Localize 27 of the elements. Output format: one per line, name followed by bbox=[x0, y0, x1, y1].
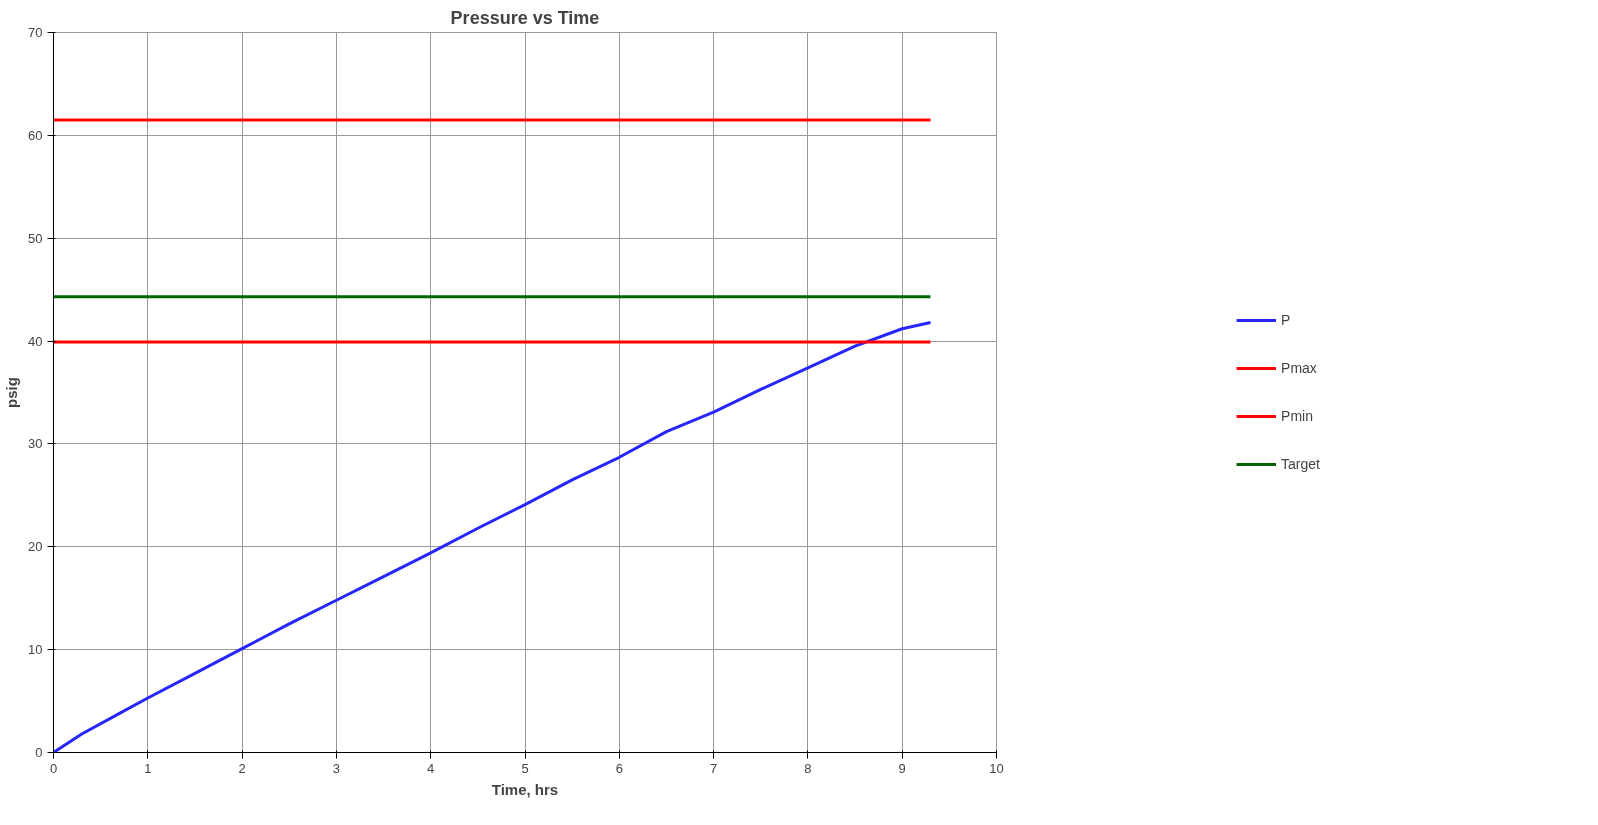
x-tick-label: 2 bbox=[238, 760, 246, 776]
x-tick-label: 6 bbox=[615, 760, 623, 776]
y-tick-label: 70 bbox=[28, 25, 43, 40]
y-tick-label: 30 bbox=[28, 436, 43, 452]
x-tick-label: 8 bbox=[804, 760, 812, 776]
x-tick-label: 7 bbox=[709, 760, 718, 776]
x-tick-label: 1 bbox=[144, 760, 152, 776]
legend-label: Pmax bbox=[1281, 360, 1317, 376]
x-tick-label: 3 bbox=[332, 760, 341, 776]
x-tick-label: 0 bbox=[49, 760, 58, 776]
legend-label: P bbox=[1281, 312, 1292, 328]
x-tick-label: 10 bbox=[989, 760, 1004, 776]
y-axis-title: psig bbox=[3, 377, 21, 408]
legend-label: Target bbox=[1281, 456, 1320, 472]
x-tick-label: 9 bbox=[898, 760, 906, 776]
y-tick-label: 20 bbox=[28, 539, 43, 555]
y-tick-label: 0 bbox=[35, 745, 43, 760]
legend-label: Pmin bbox=[1281, 408, 1313, 424]
x-tick-label: 4 bbox=[427, 760, 435, 776]
x-tick-label: 5 bbox=[521, 760, 529, 776]
y-tick-label: 40 bbox=[28, 333, 43, 349]
chart-title: Pressure vs Time bbox=[450, 7, 600, 28]
y-tick-label: 60 bbox=[28, 127, 43, 143]
x-axis-title: Time, hrs bbox=[491, 780, 559, 798]
line-series bbox=[53, 321, 932, 753]
y-tick-label: 50 bbox=[28, 230, 43, 246]
y-tick-label: 10 bbox=[28, 642, 43, 658]
